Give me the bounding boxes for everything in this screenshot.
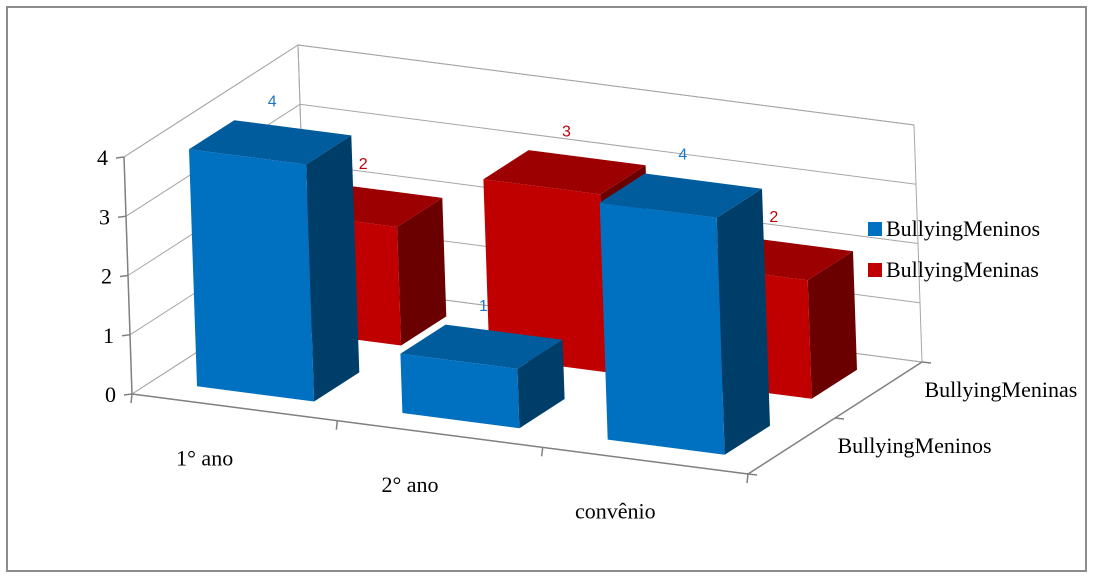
x-category-label: 1° ano (176, 445, 233, 470)
y-tick (119, 274, 129, 278)
bar-side-face (517, 339, 565, 429)
bar-meninos (189, 120, 360, 402)
x-tick (540, 447, 544, 457)
y-tick (115, 156, 125, 159)
bar-meninos (599, 173, 770, 455)
x-category-label: convênio (575, 499, 656, 524)
y-tick (121, 334, 131, 337)
bar-meninos (400, 324, 565, 429)
depth-tick (921, 361, 932, 364)
y-tick-label: 3 (99, 204, 110, 229)
legend-label: BullyingMeninas (886, 257, 1039, 282)
legend-swatch (868, 222, 882, 236)
bar-front-face (400, 353, 520, 429)
depth-tick (834, 417, 845, 420)
depth-tick (747, 473, 758, 476)
x-tick (130, 393, 133, 404)
depth-axis-label: BullyingMeninas (925, 377, 1078, 402)
data-label: 2 (769, 209, 778, 226)
data-label: 4 (268, 93, 277, 110)
bar-top-face (189, 120, 352, 165)
x-tick (746, 473, 749, 484)
gridline (123, 44, 915, 158)
labels: 2 3 2 4 1 4 (268, 93, 779, 314)
y-tick (123, 393, 133, 396)
legend-swatch (868, 263, 882, 277)
axes: 0 1 2 3 4 1° ano 2° ano convênio BullyingMeninas… (97, 145, 1077, 524)
bar-front-face (599, 202, 725, 455)
legend: BullyingMeninos BullyingMeninas (868, 216, 1040, 282)
bar-top-face (483, 150, 646, 195)
bar-chart-3d: 0 1 2 3 4 1° ano 2° ano convênio BullyingMeninas… (97, 44, 1077, 524)
bar-side-face (807, 251, 857, 399)
legend-label: BullyingMeninos (886, 216, 1040, 241)
x-axis-line (131, 393, 749, 475)
y-tick-label: 4 (97, 145, 108, 170)
gridline (125, 103, 917, 217)
bar-top-face (400, 324, 563, 369)
bar-side-face (716, 188, 770, 455)
chart-frame: 0 1 2 3 4 1° ano 2° ano convênio BullyingMeninas… (6, 6, 1087, 572)
y-tick-label: 0 (105, 382, 116, 407)
bar-side-face (397, 197, 447, 346)
data-label: 4 (678, 147, 687, 164)
bar-top-face (599, 173, 762, 218)
y-tick (117, 215, 127, 218)
data-label: 1 (479, 298, 488, 315)
x-category-label: 2° ano (381, 472, 438, 497)
y-tick-label: 1 (103, 323, 114, 348)
bar-front-face (189, 149, 315, 402)
y-tick-label: 2 (101, 264, 112, 289)
bar-front-face (483, 179, 607, 373)
x-tick (335, 420, 339, 430)
depth-axis-label: BullyingMeninos (838, 433, 992, 458)
data-label: 3 (562, 123, 571, 140)
bars (189, 120, 857, 455)
bar-side-face (306, 135, 360, 402)
data-label: 2 (359, 156, 368, 173)
